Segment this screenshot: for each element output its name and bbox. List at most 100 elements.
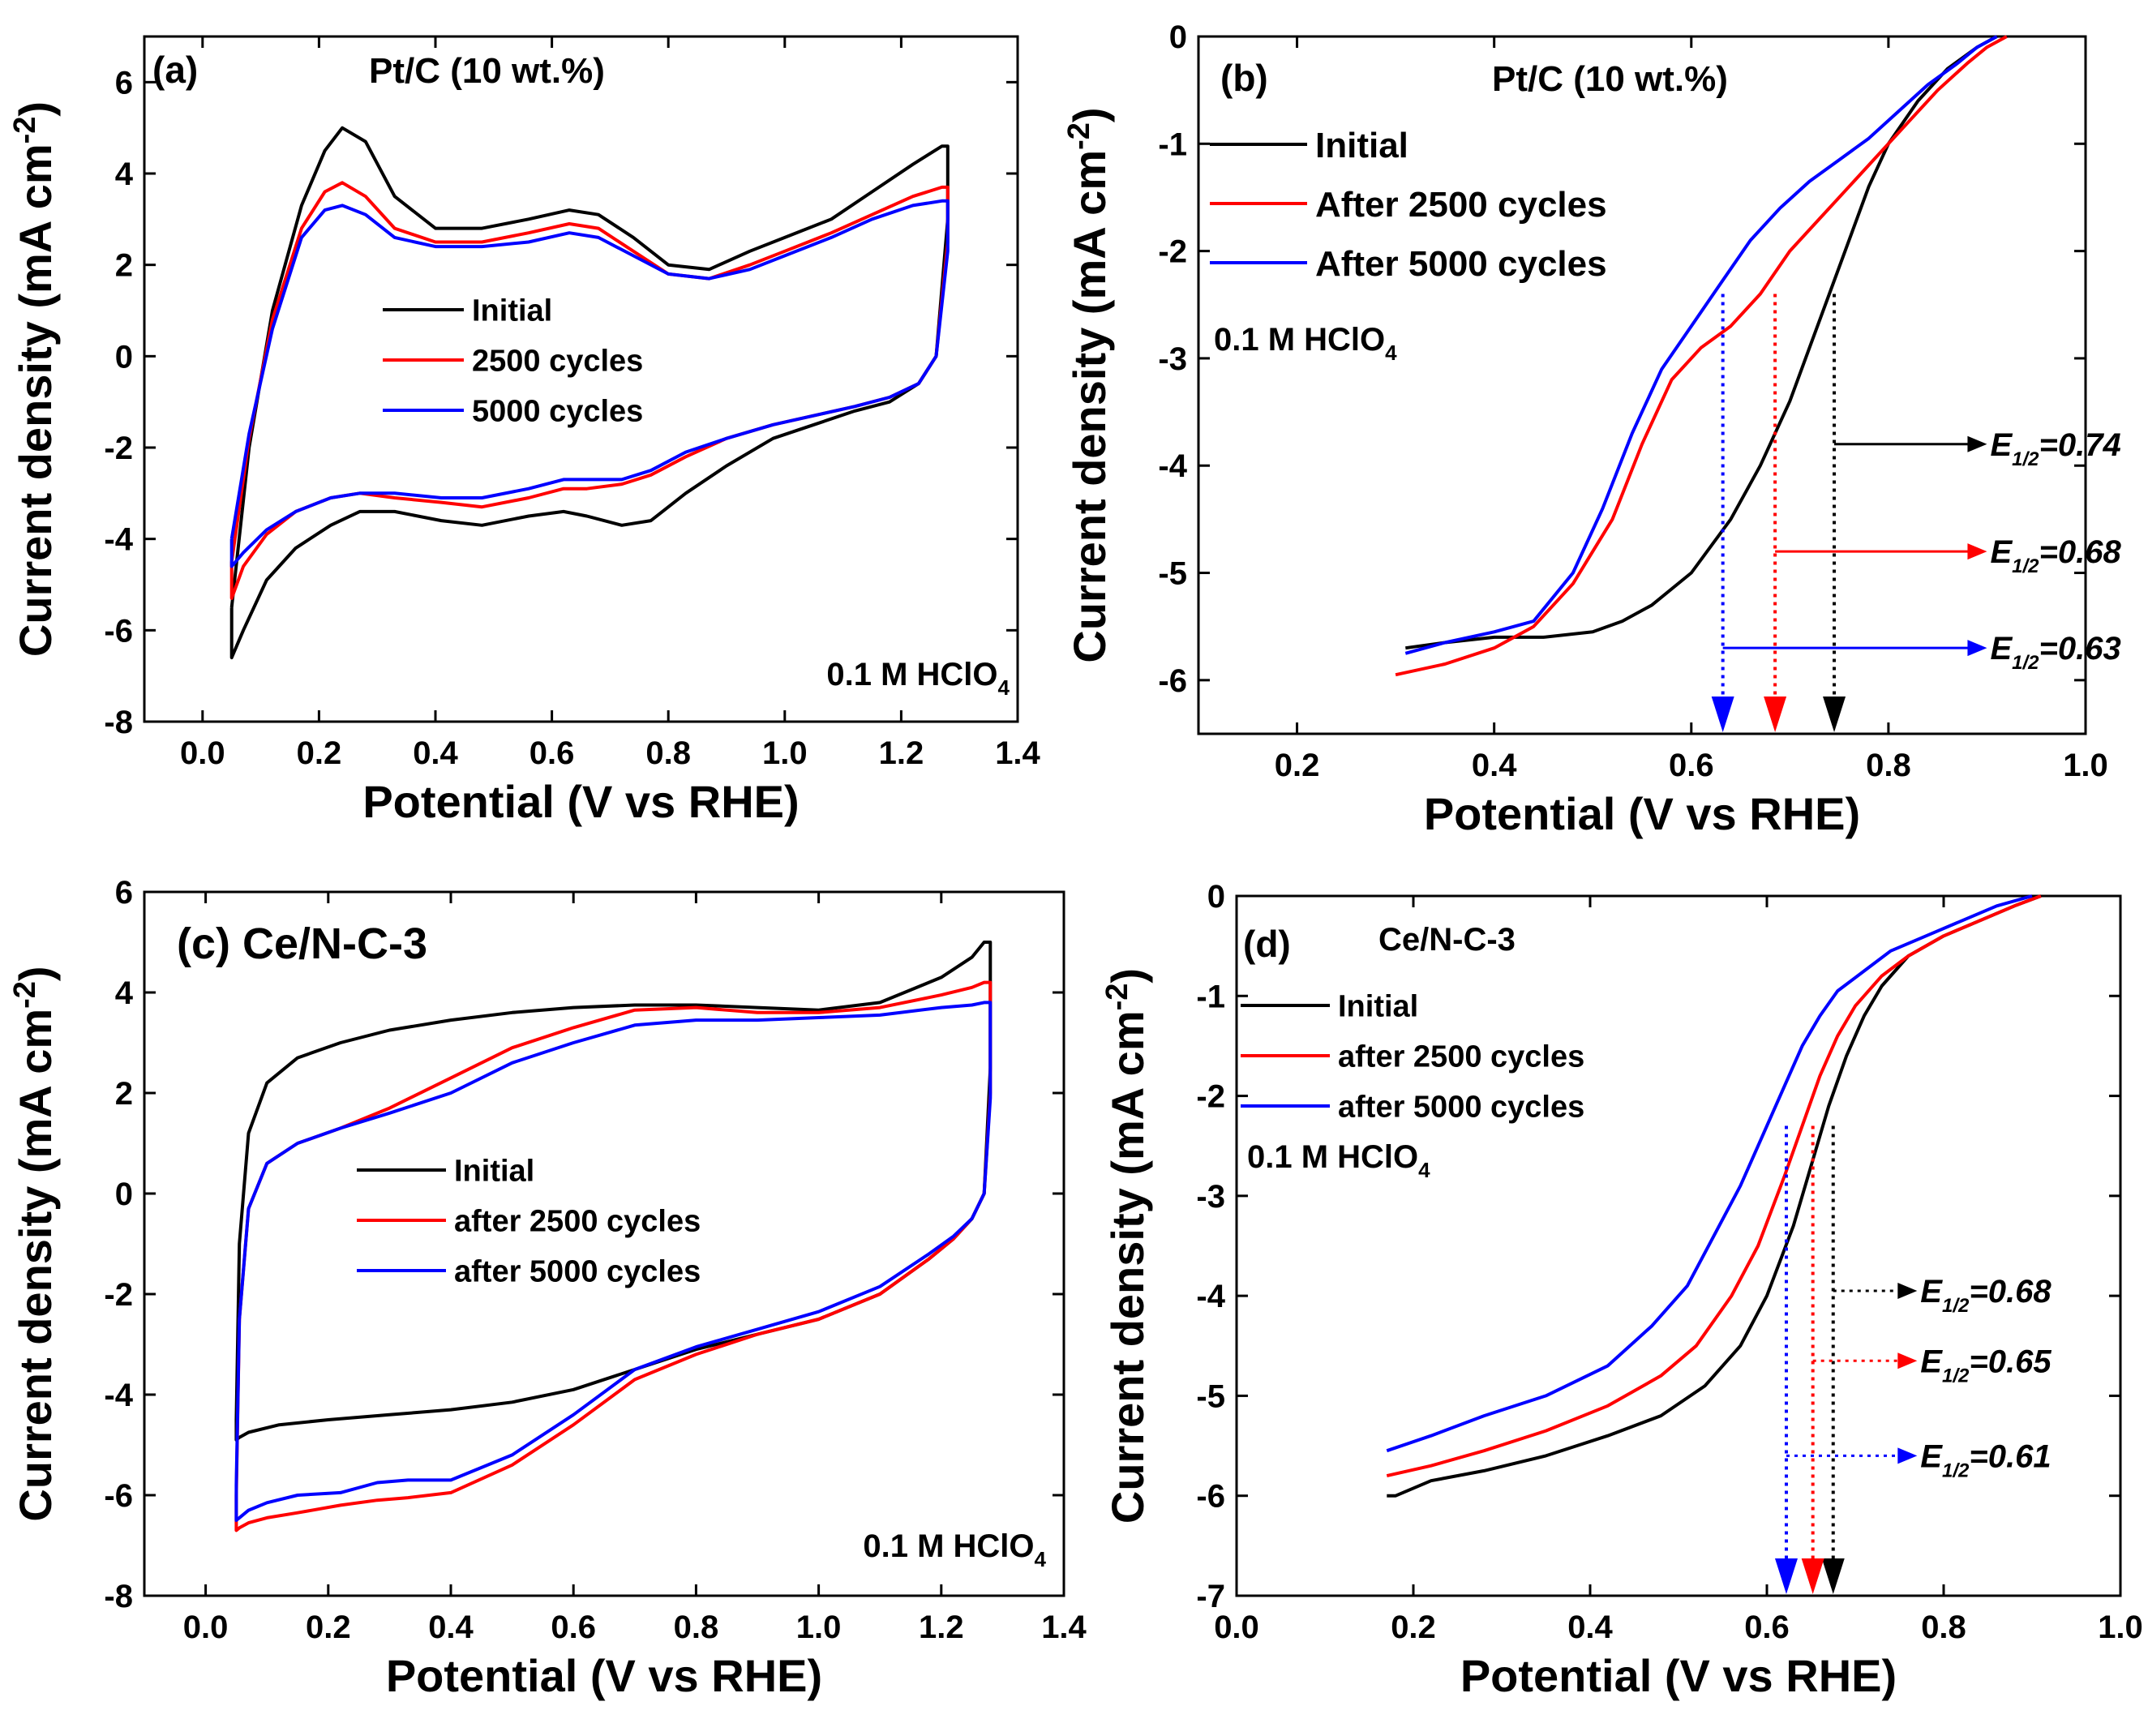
x-tick-label: 0.2 (1391, 1610, 1436, 1645)
legend-label: Initial (1315, 126, 1408, 165)
y-tick-label: 2 (115, 248, 133, 284)
panel-d: 0.0 0.2 0.4 0.6 0.8 1.0 -7 -6 -5 -4 -3 -2 -1 0 Potenti… (1100, 879, 2143, 1701)
half-wave-pointer-arrow (1967, 543, 1987, 560)
half-wave-label: E1/2=0.65 (1920, 1344, 2052, 1387)
x-axis: 0.0 0.2 0.4 0.6 0.8 1.0 (1214, 896, 2143, 1645)
panel-title: Pt/C (10 wt.%) (369, 51, 605, 91)
legend: Initial after 2500 cycles after 5000 cycle… (357, 1155, 701, 1289)
half-wave-down-arrow (1774, 1558, 1798, 1594)
y-tick-label: -8 (104, 1579, 133, 1614)
y-tick-label: -2 (104, 431, 133, 466)
y-tick-label: -3 (1196, 1179, 1225, 1215)
y-tick-label: -4 (1158, 448, 1187, 484)
x-axis-label: Potential (V vs RHE) (362, 776, 799, 827)
x-tick-label: 0.4 (413, 735, 458, 771)
y-tick-label: -7 (1196, 1579, 1225, 1614)
half-wave-pointer-arrow (1897, 1282, 1918, 1299)
plot-frame (143, 35, 1019, 723)
legend-label: after 5000 cycles (1338, 1091, 1584, 1125)
x-tick-label: 0.6 (551, 1610, 596, 1645)
y-axis: -7 -6 -5 -4 -3 -2 -1 0 (1196, 879, 2120, 1614)
y-tick-label: -5 (1158, 556, 1187, 592)
x-tick-label: 1.0 (762, 735, 808, 771)
y-tick-label: -4 (1196, 1279, 1225, 1314)
legend-label: after 2500 cycles (454, 1205, 701, 1239)
legend-label: 2500 cycles (472, 345, 643, 379)
y-tick-label: -1 (1196, 979, 1225, 1014)
x-tick-label: 0.6 (529, 735, 575, 771)
x-axis: 0.0 0.2 0.4 0.6 0.8 1.0 1.2 1.4 (183, 892, 1087, 1645)
legend-label: Initial (1338, 990, 1418, 1024)
plot-frame (1235, 894, 2122, 1597)
legend-label: 5000 cycles (472, 395, 643, 429)
half-wave-pointer-arrow (1967, 640, 1987, 657)
plot-frame (143, 890, 1065, 1597)
legend-label: after 2500 cycles (1338, 1040, 1584, 1074)
half-wave-label: E1/2=0.74 (1990, 427, 2120, 470)
y-tick-label: 6 (115, 65, 133, 101)
panel-label: (b) (1220, 57, 1268, 99)
y-tick-label: -4 (104, 522, 133, 558)
legend: Initial after 2500 cycles after 5000 cycle… (1241, 990, 1584, 1125)
legend-label: Initial (472, 294, 552, 328)
x-tick-label: 0.0 (180, 735, 225, 771)
y-axis: -8 -6 -4 -2 0 2 4 6 (104, 65, 1018, 740)
x-tick-label: 0.6 (1669, 748, 1714, 783)
y-axis-label: Current density (mA cm-2) (1100, 968, 1153, 1524)
y-tick-label: -4 (104, 1378, 133, 1413)
series-line-2500-cycles (229, 181, 950, 600)
half-wave-label: E1/2=0.68 (1920, 1274, 2052, 1317)
x-tick-label: 0.4 (428, 1610, 474, 1645)
series-line-initial (1387, 894, 2042, 1498)
series-line-initial (1405, 35, 1998, 650)
x-tick-label: 0.8 (1866, 748, 1911, 783)
x-tick-label: 0.6 (1744, 1610, 1790, 1645)
y-axis: -8 -6 -4 -2 0 2 4 6 (104, 875, 1064, 1614)
legend-label: after 5000 cycles (454, 1255, 701, 1289)
series-line-after-2500-cycles (1395, 35, 2008, 677)
y-tick-label: 2 (115, 1076, 133, 1112)
y-tick-label: -2 (1158, 234, 1187, 270)
x-tick-label: 0.4 (1567, 1610, 1613, 1645)
y-tick-label: 6 (115, 875, 133, 911)
x-axis-label: Potential (V vs RHE) (1460, 1650, 1897, 1701)
x-tick-label: 1.0 (2098, 1610, 2143, 1645)
legend: Initial 2500 cycles 5000 cycles (383, 294, 643, 429)
y-tick-label: 0 (115, 1177, 133, 1212)
series-line-after-5000-cycles (1386, 894, 2033, 1453)
x-tick-label: 0.2 (297, 735, 342, 771)
panel-label: (d) (1243, 923, 1291, 965)
y-tick-label: 4 (115, 156, 134, 192)
y-tick-label: -5 (1196, 1378, 1225, 1414)
condition-annotation: 0.1 M HClO4 (1214, 322, 1397, 365)
y-tick-label: -1 (1158, 126, 1187, 162)
legend-label: After 2500 cycles (1315, 185, 1607, 225)
half-wave-down-arrow (1823, 697, 1846, 732)
x-axis: 0.2 0.4 0.6 0.8 1.0 (1275, 36, 2108, 783)
x-tick-label: 0.2 (1275, 748, 1320, 783)
panel-a: 0.0 0.2 0.4 0.6 0.8 1.0 1.2 1.4 -8 -6 -4 -2 0 2 4 6 Pote… (8, 35, 1041, 827)
x-axis: 0.0 0.2 0.4 0.6 0.8 1.0 1.2 1.4 (180, 36, 1041, 771)
y-tick-label: -6 (104, 1478, 133, 1514)
series-line-after-2500-cycles (1386, 894, 2042, 1478)
y-tick-label: -3 (1158, 341, 1187, 377)
series-line-after-5000-cycles (234, 1001, 993, 1522)
half-wave-label: E1/2=0.68 (1990, 534, 2121, 577)
y-tick-label: -6 (1196, 1479, 1225, 1515)
x-axis-label: Potential (V vs RHE) (1424, 788, 1860, 839)
x-tick-label: 0.0 (183, 1610, 229, 1645)
y-tick-label: 0 (115, 339, 133, 375)
x-tick-label: 1.2 (879, 735, 924, 771)
x-tick-label: 0.0 (1214, 1610, 1259, 1645)
half-wave-label: E1/2=0.61 (1920, 1438, 2051, 1481)
panel-title: Ce/N-C-3 (1378, 922, 1516, 958)
x-tick-label: 1.2 (919, 1610, 964, 1645)
y-axis-label: Current density (mA cm-2) (1062, 107, 1115, 662)
y-tick-label: 0 (1169, 19, 1187, 55)
x-tick-label: 0.4 (1472, 748, 1517, 783)
y-tick-label: -2 (104, 1277, 133, 1313)
half-wave-pointer-arrow (1967, 435, 1987, 452)
half-wave-down-arrow (1821, 1558, 1845, 1594)
x-tick-label: 0.8 (645, 735, 691, 771)
y-axis-label: Current density (mA cm-2) (8, 101, 61, 657)
